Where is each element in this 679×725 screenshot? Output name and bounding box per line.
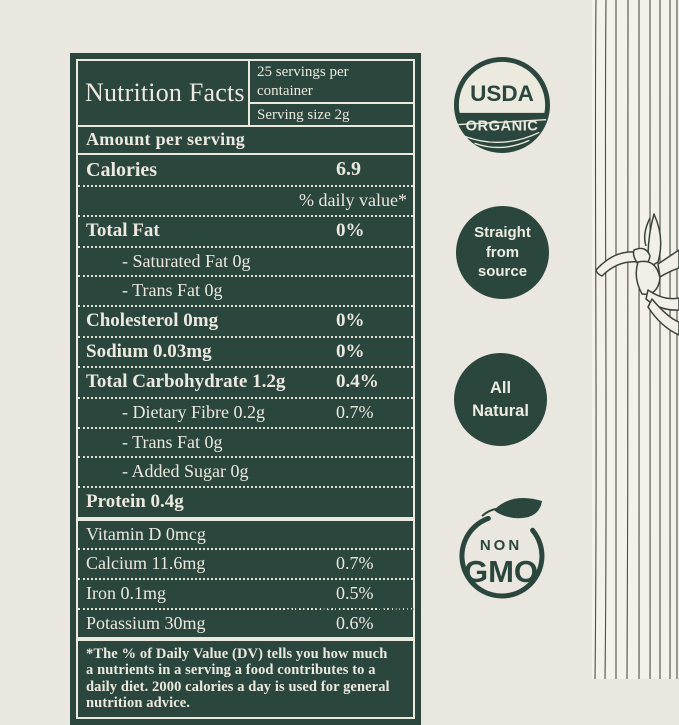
nutrient-label: Total Fat <box>86 219 160 241</box>
approximate-values-note: *Approximate Values <box>274 601 421 618</box>
nutrient-label: - Trans Fat 0g <box>122 431 223 452</box>
nutrient-row: Cholesterol 0mg 0% <box>78 304 413 336</box>
nutrient-row: Total Carbohydrate 1.2g 0.4% <box>78 366 413 397</box>
nutrient-row: - Trans Fat 0g <box>78 275 413 305</box>
nutrient-value: % daily value* <box>299 190 407 211</box>
vitamin-label: Vitamin D 0mcg <box>86 523 206 544</box>
label-header: Nutrition Facts 25 servings per containe… <box>76 59 415 128</box>
vitamin-row: Iron 0.1mg 0.5% <box>78 577 413 608</box>
main-nutrients-section: Calories 6.9 % daily value* Total Fat 0%… <box>76 153 415 519</box>
product-infographic: { "page": { "approximate_note": "*Approx… <box>70 0 679 725</box>
nutrient-value: 0.7% <box>336 402 374 423</box>
serving-info: 25 servings per container Serving size 2… <box>250 61 413 125</box>
nutrient-value: 6.9 <box>336 158 361 181</box>
nutrition-facts-title: Nutrition Facts <box>78 61 250 126</box>
organic-text: ORGANIC <box>466 118 539 134</box>
nutrient-row: % daily value* <box>78 185 413 215</box>
vitamin-label: Calcium 11.6mg <box>86 553 206 574</box>
vitamin-row: Potassium 30mg 0.6% <box>78 607 413 638</box>
nutrient-value: 0% <box>336 309 365 331</box>
nutrition-facts-label: Nutrition Facts 25 servings per containe… <box>70 53 421 725</box>
decorative-stalk-lines <box>592 0 679 679</box>
vitamin-row: Vitamin D 0mcg <box>78 521 413 549</box>
nutrient-row: - Trans Fat 0g <box>78 426 413 457</box>
gmo-text: GMO <box>464 554 538 589</box>
nutrient-row: - Dietary Fibre 0.2g 0.7% <box>78 397 413 427</box>
nutrient-label: - Saturated Fat 0g <box>122 250 251 271</box>
amount-per-serving-bar: Amount per serving <box>76 125 415 156</box>
vitamin-value: 0.5% <box>336 582 374 603</box>
nutrient-row: - Added Sugar 0g <box>78 456 413 486</box>
usda-text: USDA <box>470 81 534 106</box>
vitamin-value: 0.7% <box>336 553 374 574</box>
daily-value-footnote: *The % of Daily Value (DV) tells you how… <box>76 637 415 720</box>
servings-per-container: 25 servings per container <box>257 64 349 99</box>
nutrient-label: - Added Sugar 0g <box>122 461 249 482</box>
vitamin-label: Iron 0.1mg <box>86 582 166 603</box>
nutrient-label: Sodium 0.03mg <box>86 340 212 362</box>
vitamins-section: Vitamin D 0mcg Calcium 11.6mg 0.7% Iron … <box>76 516 415 640</box>
nutrient-row: Total Fat 0% <box>78 214 413 246</box>
nutrient-row: - Saturated Fat 0g <box>78 245 413 276</box>
serving-size: Serving size 2g <box>250 101 413 126</box>
nutrient-value: 0.4% <box>336 371 379 393</box>
straight-from-source-badge: Straight from source <box>456 206 549 299</box>
nutrient-label: Total Carbohydrate 1.2g <box>86 371 286 393</box>
nutrient-row: Sodium 0.03mg 0% <box>78 335 413 367</box>
vitamin-row: Calcium 11.6mg 0.7% <box>78 548 413 578</box>
nutrient-value: 0% <box>336 219 365 241</box>
nutrient-label: - Dietary Fibre 0.2g <box>122 402 265 423</box>
nutrient-row: Protein 0.4g <box>78 486 413 517</box>
nutrient-label: Protein 0.4g <box>86 491 184 512</box>
nutrient-label: Calories <box>86 159 158 182</box>
nutrient-value: 0% <box>336 340 365 362</box>
usda-organic-badge: USDA ORGANIC <box>453 56 551 154</box>
all-natural-badge: All Natural <box>454 353 547 446</box>
vitamin-label: Potassium 30mg <box>86 612 206 633</box>
nutrient-label: Cholesterol 0mg <box>86 309 219 331</box>
non-text: NON <box>480 537 522 554</box>
nutrient-row: Calories 6.9 <box>78 155 413 185</box>
nutrient-label: - Trans Fat 0g <box>122 280 223 301</box>
non-gmo-badge: NON GMO <box>459 498 545 599</box>
vitamin-value: 0.6% <box>336 612 374 633</box>
leaf-icon <box>494 498 542 519</box>
